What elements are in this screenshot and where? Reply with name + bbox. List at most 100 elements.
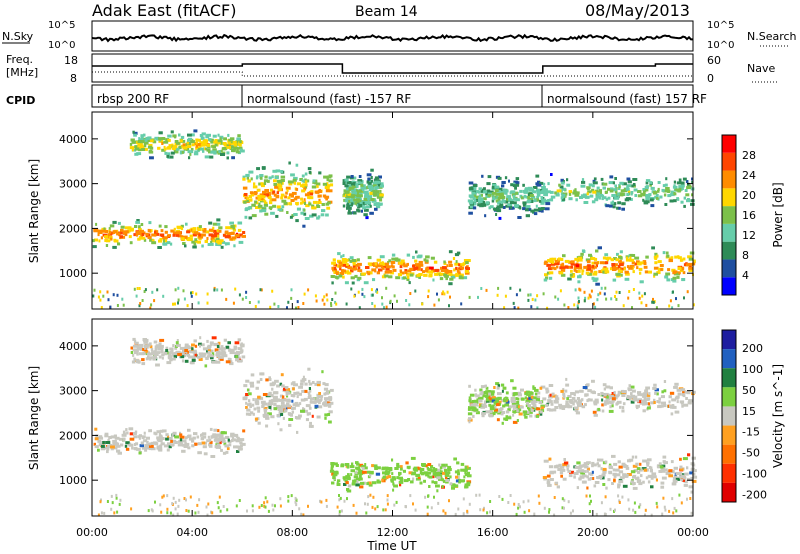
echo-cell — [532, 386, 536, 390]
ground-scatter-cell — [454, 512, 457, 516]
echo-cell — [391, 265, 395, 269]
echo-cell — [173, 355, 177, 359]
echo-cell — [551, 266, 555, 270]
echo-cell — [172, 353, 175, 357]
echo-cell — [355, 478, 361, 482]
echo-cell — [260, 196, 264, 200]
echo-cell — [349, 259, 353, 263]
echo-cell — [672, 470, 675, 473]
echo-cell — [497, 400, 502, 404]
echo-cell — [530, 209, 535, 213]
echo-cell — [371, 263, 375, 266]
echo-cell — [639, 462, 642, 466]
echo-cell — [343, 477, 346, 481]
echo-cell — [442, 479, 446, 483]
ground-scatter-cell — [553, 513, 556, 517]
echo-cell — [507, 203, 513, 207]
echo-cell — [134, 225, 138, 228]
echo-cell — [180, 224, 184, 228]
echo-cell — [162, 429, 167, 433]
echo-cell — [464, 465, 468, 469]
echo-cell — [233, 345, 238, 349]
ground-scatter-cell — [592, 302, 595, 306]
colorbar-tick-label: 28 — [742, 149, 756, 162]
ground-scatter-cell — [295, 503, 298, 507]
echo-cell — [468, 396, 471, 400]
echo-cell — [274, 176, 279, 179]
echo-cell — [168, 144, 172, 148]
echo-cell — [245, 401, 248, 405]
echo-cell — [560, 268, 566, 272]
echo-cell — [682, 257, 686, 261]
echo-cell — [220, 141, 223, 145]
echo-cell — [268, 406, 272, 409]
echo-cell — [578, 263, 582, 267]
echo-cell — [392, 488, 395, 492]
echo-cell — [631, 254, 636, 257]
echo-cell — [621, 409, 625, 413]
echo-cell — [209, 427, 213, 431]
echo-cell — [332, 462, 338, 466]
echo-cell — [566, 265, 571, 269]
echo-cell — [242, 186, 248, 190]
echo-cell — [225, 345, 230, 349]
echo-cell — [199, 147, 204, 151]
echo-cell — [468, 211, 473, 215]
echo-cell — [130, 346, 133, 350]
echo-cell — [261, 209, 267, 213]
echo-cell — [208, 228, 214, 232]
echo-cell — [350, 194, 355, 198]
echo-cell — [674, 187, 677, 191]
echo-cell — [583, 265, 588, 269]
ground-scatter-cell — [480, 287, 483, 290]
echo-cell — [194, 442, 198, 446]
ground-scatter-cell — [462, 497, 465, 501]
y-tick-label: 1000 — [59, 474, 87, 487]
echo-cell — [163, 145, 166, 149]
echo-cell — [563, 395, 566, 399]
echo-cell — [557, 468, 562, 471]
echo-cell — [198, 235, 204, 239]
echo-cell — [288, 418, 294, 421]
echo-cell — [347, 211, 353, 215]
echo-cell — [368, 181, 372, 185]
echo-cell — [365, 266, 370, 269]
echo-cell — [496, 189, 501, 193]
echo-cell — [227, 133, 230, 137]
echo-cell — [666, 472, 671, 475]
ground-scatter-cell — [446, 290, 449, 294]
echo-cell — [345, 264, 351, 268]
echo-cell — [517, 408, 522, 412]
echo-cell — [630, 400, 635, 404]
echo-cell — [311, 414, 314, 418]
echo-cell — [415, 250, 418, 254]
ground-scatter-cell — [350, 287, 353, 291]
echo-cell — [176, 141, 181, 145]
echo-cell — [632, 486, 638, 490]
echo-cell — [409, 480, 414, 484]
echo-cell — [279, 394, 283, 398]
echo-cell — [158, 137, 163, 141]
echo-cell — [473, 408, 479, 412]
echo-cell — [293, 181, 296, 185]
echo-cell — [646, 461, 650, 465]
echo-cell — [597, 393, 600, 396]
echo-cell — [299, 201, 303, 205]
echo-cell — [445, 277, 448, 281]
echo-cell — [205, 135, 210, 139]
echo-cell — [605, 204, 610, 208]
echo-cell — [264, 201, 268, 205]
cpid-label: CPID — [6, 94, 35, 107]
echo-cell — [474, 393, 478, 397]
echo-cell — [204, 240, 208, 243]
ground-scatter-cell — [191, 291, 194, 294]
echo-cell — [331, 266, 335, 270]
echo-cell — [227, 438, 230, 442]
echo-cell — [385, 468, 388, 472]
echo-cell — [219, 357, 224, 361]
ground-scatter-cell — [669, 299, 672, 303]
echo-cell — [259, 209, 263, 213]
echo-cell — [560, 474, 563, 478]
ground-scatter-cell — [449, 295, 451, 299]
echo-cell — [347, 201, 352, 205]
